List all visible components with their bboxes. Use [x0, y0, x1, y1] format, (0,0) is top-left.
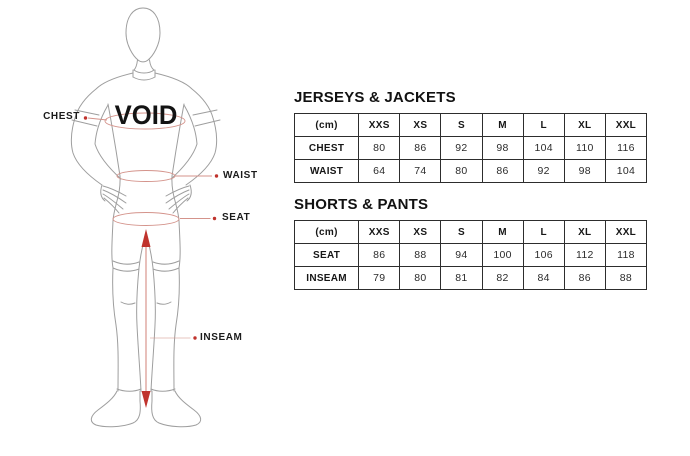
value-cell: 86	[358, 243, 401, 267]
size-header-cell: XXL	[604, 113, 648, 137]
section-title-shorts: SHORTS & PANTS	[294, 196, 429, 213]
value-cell: 81	[440, 266, 483, 290]
seat-measure-dot	[212, 216, 217, 221]
size-section-shorts: SHORTS & PANTS (cm) XXS XS S M L XL X	[293, 196, 650, 290]
value-cell: 112	[563, 243, 606, 267]
chest-measure-line	[104, 112, 186, 130]
value-cell: 82	[481, 266, 524, 290]
size-section-jerseys: JERSEYS & JACKETS (cm) XXS XS S M L XL	[293, 89, 650, 183]
measure-dots	[83, 116, 219, 340]
table-row-waist: WAIST 64 74 80 86 92 98 104	[293, 159, 648, 183]
arrow-head-down	[141, 391, 151, 408]
value-cell: 92	[522, 159, 565, 183]
body-figure-illustration	[70, 7, 221, 428]
row-label-cell: WAIST	[293, 159, 360, 183]
size-header-cell: XXS	[358, 220, 401, 244]
row-label-cell: CHEST	[293, 136, 360, 160]
seat-measure-line	[112, 212, 180, 226]
size-header-cell: M	[481, 220, 524, 244]
size-header-cell: XL	[563, 220, 606, 244]
value-cell: 80	[358, 136, 401, 160]
waist-label: WAIST	[223, 170, 258, 181]
value-cell: 86	[399, 136, 442, 160]
value-cell: 74	[399, 159, 442, 183]
size-header-cell: XS	[399, 220, 442, 244]
value-cell: 79	[358, 266, 401, 290]
size-header-cell: S	[440, 113, 483, 137]
size-header-cell: XXS	[358, 113, 401, 137]
row-label-cell: SEAT	[293, 243, 360, 267]
row-label-cell: INSEAM	[293, 266, 360, 290]
value-cell: 118	[604, 243, 648, 267]
table-header-row: (cm) XXS XS S M L XL XXL	[293, 113, 648, 137]
chest-label: CHEST	[43, 111, 80, 122]
size-header-cell: S	[440, 220, 483, 244]
value-cell: 104	[604, 159, 648, 183]
waist-measure-line	[116, 170, 176, 182]
value-cell: 116	[604, 136, 648, 160]
figure-outline	[70, 7, 221, 428]
value-cell: 106	[522, 243, 565, 267]
section-title-jerseys: JERSEYS & JACKETS	[294, 89, 456, 106]
value-cell: 88	[399, 243, 442, 267]
chest-measure-dot	[83, 116, 88, 120]
unit-header-cell: (cm)	[293, 220, 360, 244]
measurement-lines	[87, 112, 212, 339]
arrow-head-up	[141, 229, 151, 247]
value-cell: 80	[440, 159, 483, 183]
value-cell: 98	[481, 136, 524, 160]
size-header-cell: XS	[399, 113, 442, 137]
value-cell: 80	[399, 266, 442, 290]
value-cell: 104	[522, 136, 565, 160]
size-header-cell: XL	[563, 113, 606, 137]
figure-head	[125, 7, 161, 63]
size-tables: JERSEYS & JACKETS (cm) XXS XS S M L XL	[293, 89, 650, 290]
value-cell: 86	[481, 159, 524, 183]
value-cell: 84	[522, 266, 565, 290]
seat-label: SEAT	[222, 212, 251, 223]
value-cell: 98	[563, 159, 606, 183]
table-row-inseam: INSEAM 79 80 81 82 84 86 88	[293, 266, 648, 290]
value-cell: 94	[440, 243, 483, 267]
unit-header-cell: (cm)	[293, 113, 360, 137]
value-cell: 100	[481, 243, 524, 267]
value-cell: 110	[563, 136, 606, 160]
value-cell: 86	[563, 266, 606, 290]
table-row-seat: SEAT 86 88 94 100 106 112 118	[293, 243, 648, 267]
inseam-arrow-heads	[141, 229, 151, 408]
brand-logo: VOID	[114, 100, 178, 130]
table-header-row: (cm) XXS XS S M L XL XXL	[293, 220, 648, 244]
size-header-cell: L	[522, 220, 565, 244]
value-cell: 92	[440, 136, 483, 160]
size-header-cell: XXL	[604, 220, 648, 244]
value-cell: 64	[358, 159, 401, 183]
size-header-cell: L	[522, 113, 565, 137]
chest-leader-line	[87, 117, 108, 121]
value-cell: 88	[604, 266, 648, 290]
inseam-measure-dot	[193, 336, 197, 340]
size-header-cell: M	[481, 113, 524, 137]
inseam-label: INSEAM	[200, 332, 243, 343]
waist-measure-dot	[214, 174, 219, 178]
size-table-jerseys: (cm) XXS XS S M L XL XXL CHEST 80 86 92	[293, 113, 648, 183]
table-row-chest: CHEST 80 86 92 98 104 110 116	[293, 136, 648, 160]
size-table-shorts: (cm) XXS XS S M L XL XXL SEAT 86 88 94	[293, 220, 648, 290]
